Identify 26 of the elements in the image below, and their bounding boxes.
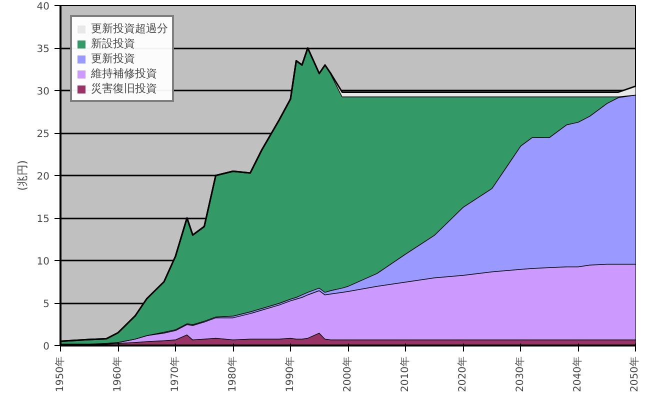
x-tick-label: 1980年 (226, 356, 238, 392)
y-tick-label: 35 (36, 44, 50, 55)
x-tick-label: 2050年 (628, 356, 640, 392)
y-tick-label: 20 (36, 172, 50, 182)
x-tick-label: 2040年 (572, 356, 584, 392)
y-tick-label: 25 (36, 129, 50, 140)
legend-label: 災害復旧投資 (91, 81, 157, 96)
x-tick-label: 2000年 (342, 356, 354, 392)
legend-label: 維持補修投資 (91, 66, 157, 81)
y-axis-title: (兆円) (16, 160, 29, 191)
legend-label: 更新投資 (91, 51, 135, 66)
x-tick-label: 2020年 (456, 356, 468, 392)
x-tick-label: 1970年 (169, 356, 181, 392)
x-tick-label: 2010年 (399, 356, 411, 392)
y-tick-label: 0 (43, 342, 50, 352)
legend-label: 新設投資 (91, 36, 135, 51)
y-tick-label: 40 (36, 2, 50, 12)
y-tick-label: 10 (36, 256, 50, 268)
x-tick-label: 1990年 (284, 356, 296, 392)
y-tick-label: 30 (36, 86, 50, 98)
x-tick-label: 1950年 (54, 356, 66, 392)
x-tick-label: 1960年 (112, 356, 124, 392)
x-tick-label: 2030年 (514, 356, 526, 392)
y-tick-label: 15 (36, 214, 50, 225)
legend-label: 更新投資超過分 (91, 21, 168, 36)
y-tick-label: 5 (43, 299, 50, 310)
